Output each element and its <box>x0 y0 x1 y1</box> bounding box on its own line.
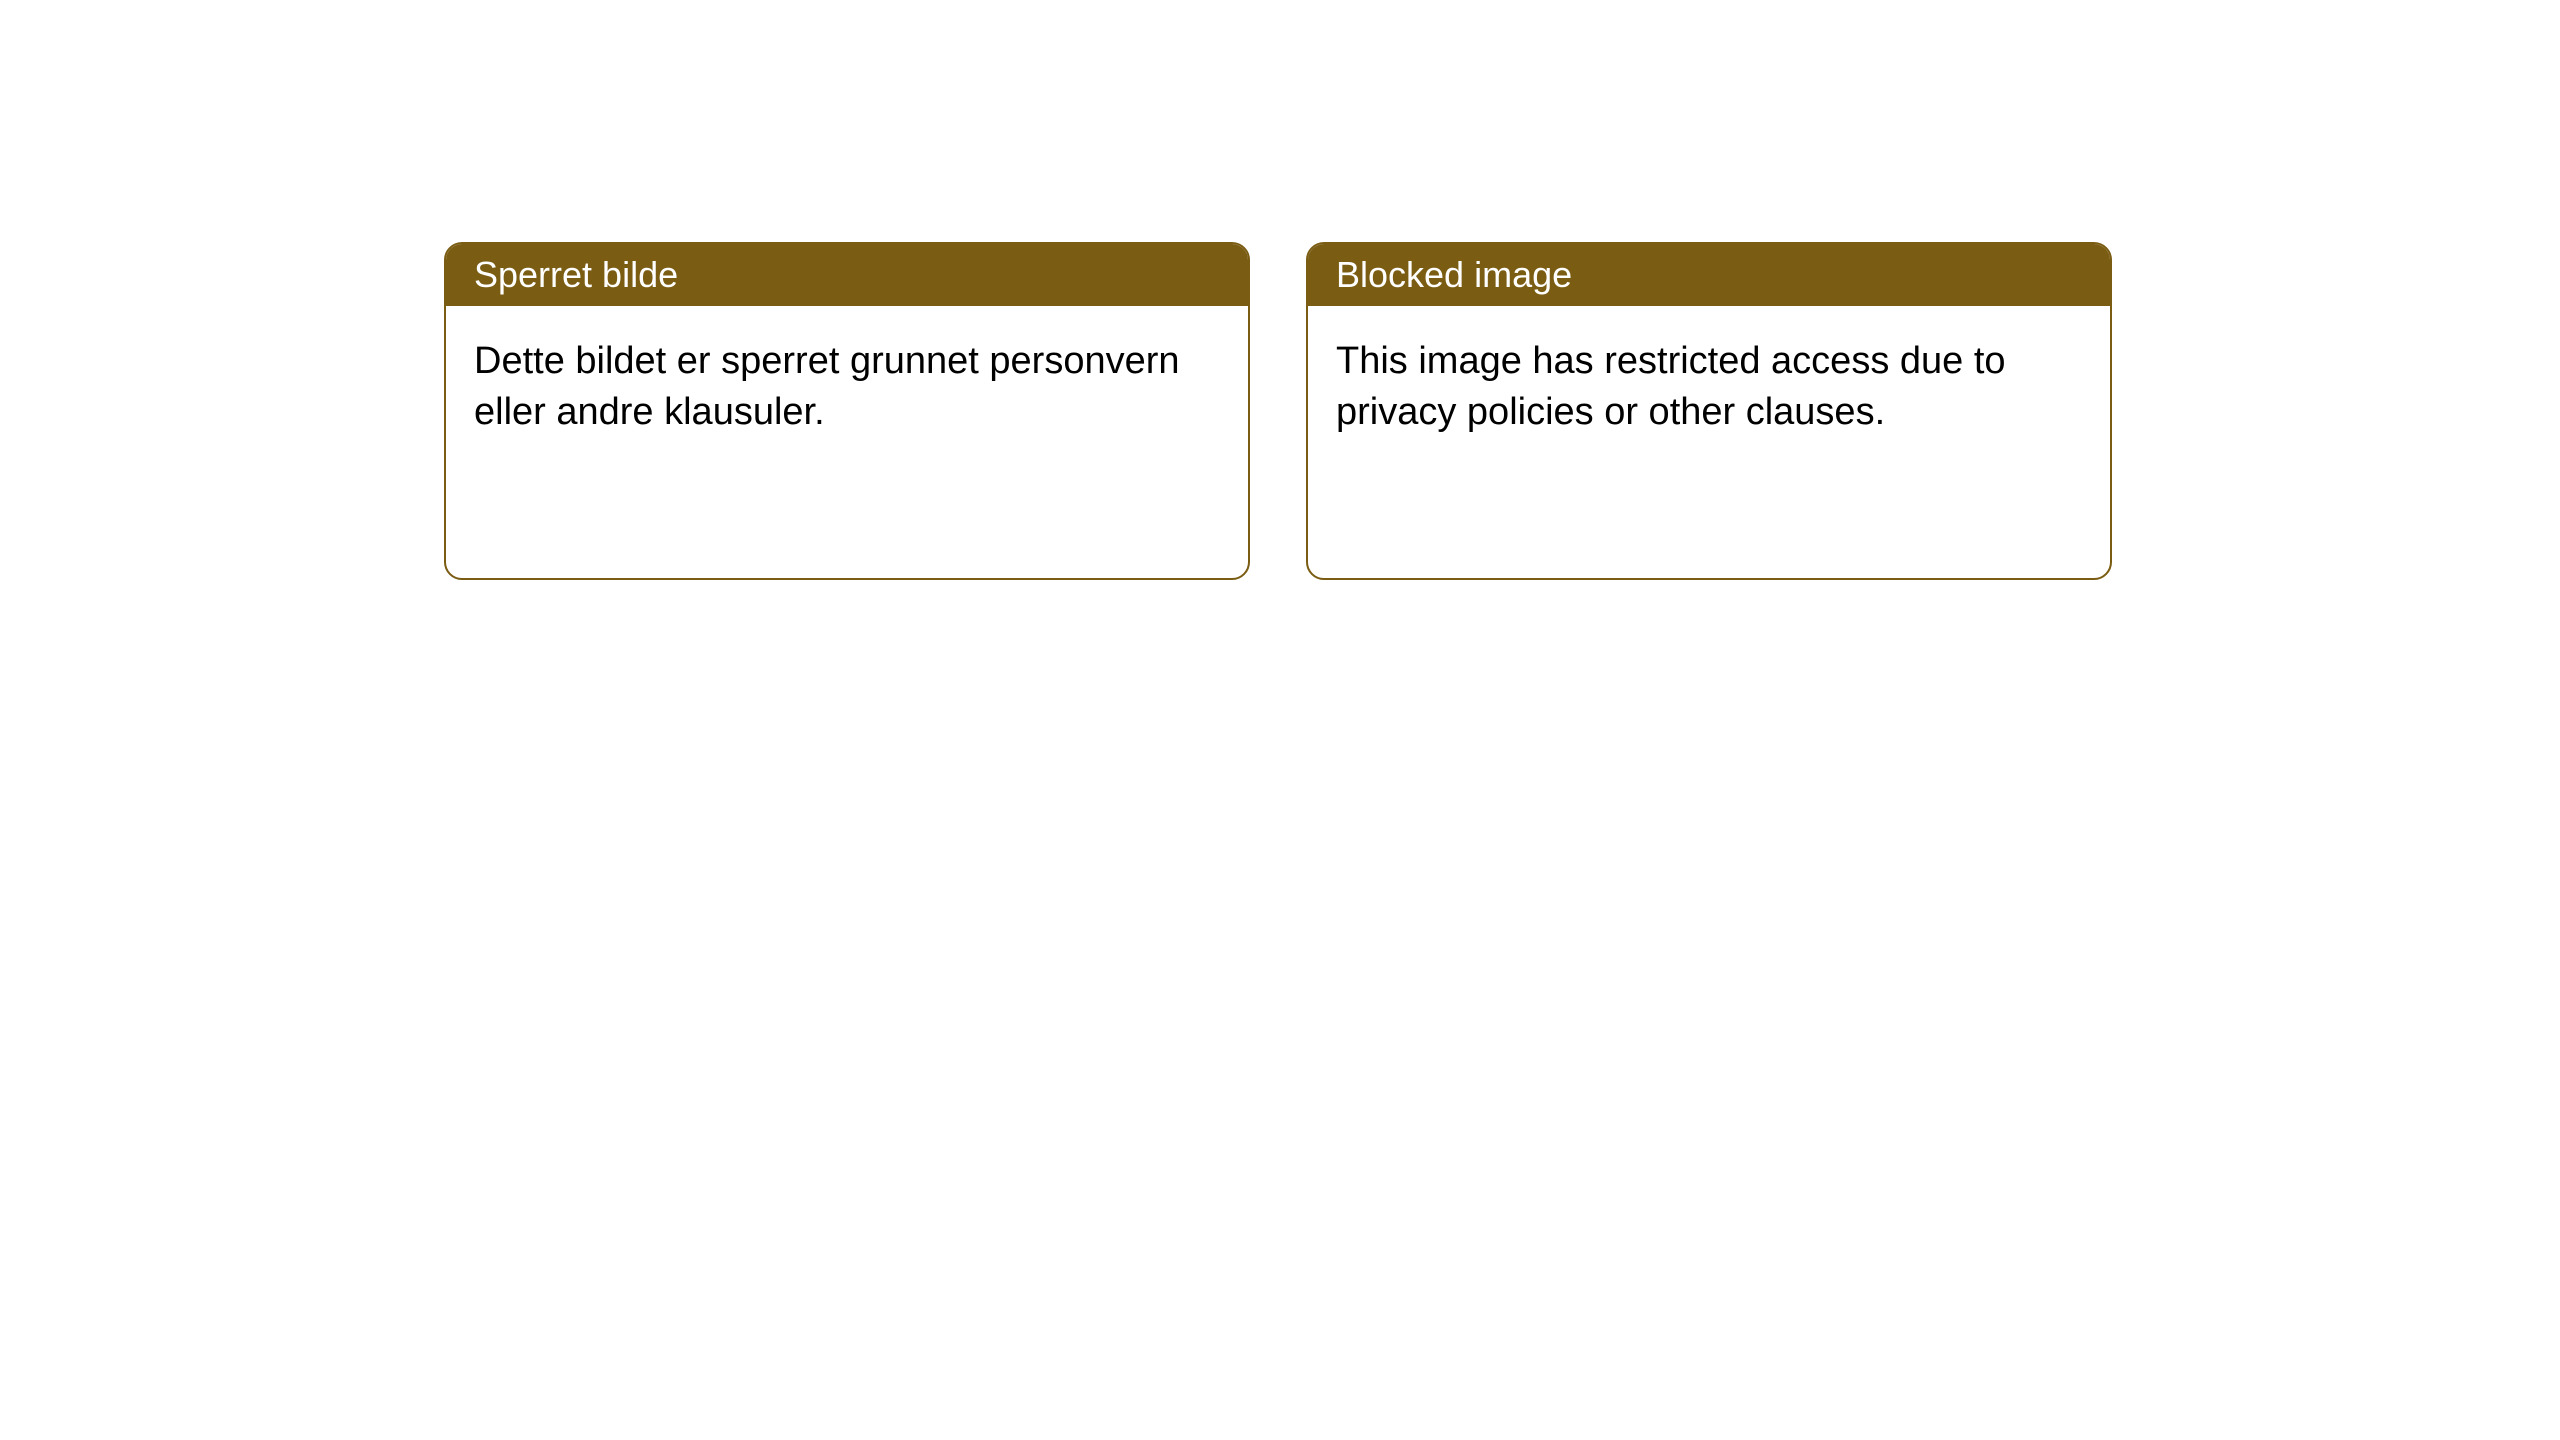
notice-card-body: Dette bildet er sperret grunnet personve… <box>446 306 1248 469</box>
notice-card-text: This image has restricted access due to … <box>1336 340 2006 433</box>
notice-card-text: Dette bildet er sperret grunnet personve… <box>474 340 1180 433</box>
notice-card-title: Sperret bilde <box>474 254 678 295</box>
notice-card-header: Sperret bilde <box>446 244 1248 306</box>
notice-card-title: Blocked image <box>1336 254 1572 295</box>
notice-card-body: This image has restricted access due to … <box>1308 306 2110 469</box>
notice-card-english: Blocked image This image has restricted … <box>1306 242 2112 580</box>
notice-cards-container: Sperret bilde Dette bildet er sperret gr… <box>444 242 2112 580</box>
notice-card-norwegian: Sperret bilde Dette bildet er sperret gr… <box>444 242 1250 580</box>
notice-card-header: Blocked image <box>1308 244 2110 306</box>
